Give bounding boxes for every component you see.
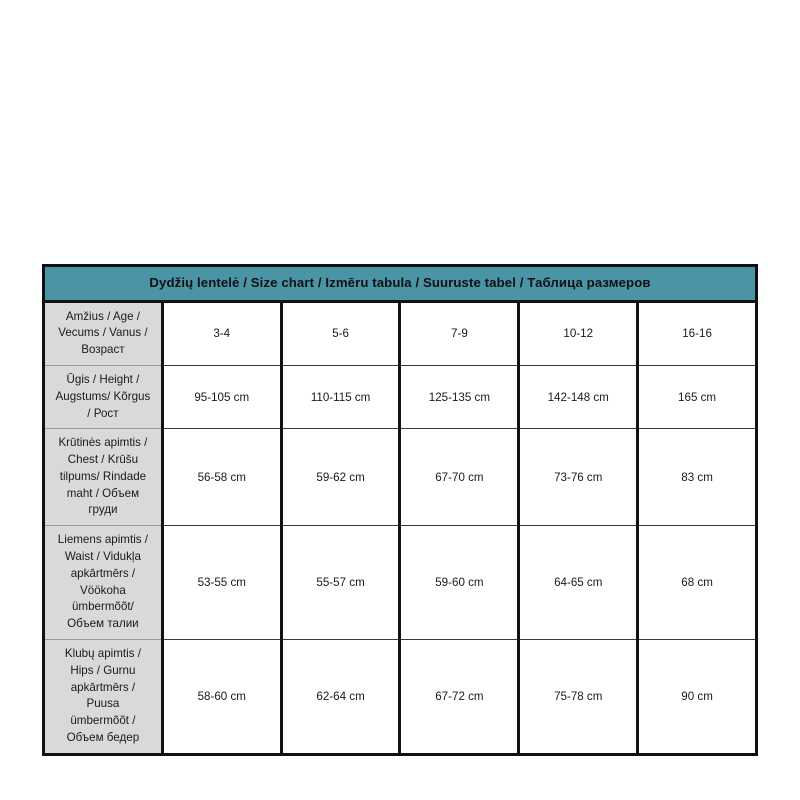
size-chart-head: Dydžių lentelė / Size chart / Izmēru tab… [42,264,758,303]
row-label-line: Liemens apimtis / Waist / Vidukļa apkārt… [57,533,149,580]
row-label-line: maht / Объем груди [66,486,140,517]
cell-waist-size-1: 53-55 cm [160,525,283,641]
cell-height-size-2: 110-115 cm [279,364,402,430]
cell-chest-size-5: 83 cm [636,428,758,527]
row-label-age: Amžius / Age / Vecums / Vanus / Возраст [42,299,164,366]
row-label-chest: Krūtinės apimtis / Chest / Krūšu tilpums… [42,428,164,527]
row-label-line: Klubų apimtis / Hips / Gurnu apkārtmērs … [64,647,141,711]
table-row: Krūtinės apimtis / Chest / Krūšu tilpums… [42,428,758,527]
table-header-row: Dydžių lentelė / Size chart / Izmēru tab… [42,264,758,303]
cell-hips-size-2: 62-64 cm [279,639,402,756]
cell-waist-size-4: 64-65 cm [517,525,640,641]
cell-hips-size-3: 67-72 cm [398,639,521,756]
cell-chest-size-1: 56-58 cm [160,428,283,527]
row-label-line: ümbermõõt / Объем бедер [66,714,140,745]
cell-hips-size-5: 90 cm [636,639,758,756]
size-chart-body: Amžius / Age / Vecums / Vanus / Возраст … [42,299,758,756]
cell-age-size-2: 5-6 [279,299,402,366]
size-chart-table: Dydžių lentelė / Size chart / Izmēru tab… [42,264,758,756]
row-label-waist: Liemens apimtis / Waist / Vidukļa apkārt… [42,525,164,641]
row-label-line: Ūgis / Height / Augstums/ Kõrgus / Рост [55,372,151,420]
cell-waist-size-3: 59-60 cm [398,525,521,641]
cell-height-size-5: 165 cm [636,364,758,430]
size-chart-container: Dydžių lentelė / Size chart / Izmēru tab… [42,264,758,756]
table-row: Amžius / Age / Vecums / Vanus / Возраст … [42,299,758,366]
cell-hips-size-4: 75-78 cm [517,639,640,756]
cell-waist-size-2: 55-57 cm [279,525,402,641]
row-label-line: Vöökoha ümbermõõt/ Объем талии [67,583,139,631]
cell-chest-size-2: 59-62 cm [279,428,402,527]
table-row: Ūgis / Height / Augstums/ Kõrgus / Рост … [42,364,758,430]
cell-chest-size-4: 73-76 cm [517,428,640,527]
cell-height-size-4: 142-148 cm [517,364,640,430]
cell-hips-size-1: 58-60 cm [160,639,283,756]
cell-height-size-3: 125-135 cm [398,364,521,430]
chart-title: Dydžių lentelė / Size chart / Izmēru tab… [42,264,758,303]
table-row: Klubų apimtis / Hips / Gurnu apkārtmērs … [42,639,758,756]
row-label-line: Amžius / Age / Vecums / Vanus / Возраст [58,309,148,357]
cell-age-size-3: 7-9 [398,299,521,366]
row-label-hips: Klubų apimtis / Hips / Gurnu apkārtmērs … [42,639,164,756]
cell-age-size-4: 10-12 [517,299,640,366]
cell-chest-size-3: 67-70 cm [398,428,521,527]
cell-waist-size-5: 68 cm [636,525,758,641]
row-label-height: Ūgis / Height / Augstums/ Kõrgus / Рост [42,364,164,430]
cell-age-size-5: 16-16 [636,299,758,366]
cell-age-size-1: 3-4 [160,299,283,366]
table-row: Liemens apimtis / Waist / Vidukļa apkārt… [42,525,758,641]
row-label-line: Krūtinės apimtis / Chest / Krūšu tilpums… [58,436,148,483]
cell-height-size-1: 95-105 cm [160,364,283,430]
